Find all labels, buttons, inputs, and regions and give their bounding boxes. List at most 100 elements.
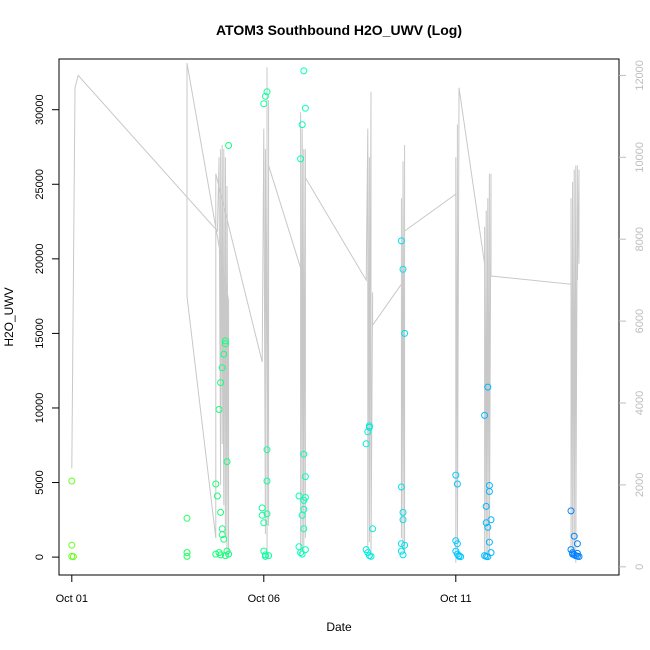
point-layer	[68, 67, 583, 561]
data-point	[567, 507, 575, 515]
data-point	[261, 92, 269, 100]
data-point	[263, 477, 271, 485]
data-point	[401, 541, 409, 549]
data-point	[487, 516, 495, 524]
data-point	[260, 100, 268, 108]
data-point	[485, 488, 493, 495]
data-point	[485, 538, 493, 546]
data-point	[399, 265, 407, 273]
data-point	[220, 350, 228, 358]
data-point	[220, 535, 228, 543]
data-point	[301, 104, 309, 112]
data-point	[484, 383, 492, 391]
data-point	[362, 440, 370, 448]
data-point	[218, 525, 226, 533]
data-point	[570, 532, 578, 540]
data-point	[301, 473, 309, 481]
data-point	[265, 552, 273, 560]
y2-tick-label: 6000	[634, 309, 646, 333]
data-point	[213, 492, 221, 500]
data-point	[260, 519, 268, 527]
data-point	[221, 340, 229, 348]
data-point	[397, 237, 405, 245]
y-tick-label: 15000	[34, 318, 46, 349]
data-point	[397, 540, 405, 548]
x-tick-label: Oct 01	[56, 593, 88, 605]
data-point	[367, 552, 375, 560]
data-point	[300, 450, 308, 458]
data-point	[399, 551, 407, 559]
data-point	[183, 552, 191, 560]
data-point	[457, 553, 465, 561]
data-point	[225, 142, 233, 149]
data-point	[218, 364, 226, 372]
data-point	[453, 540, 461, 548]
data-point	[263, 88, 271, 96]
data-point	[217, 508, 225, 516]
line-layer	[71, 63, 580, 563]
data-point	[300, 525, 308, 533]
data-point	[297, 155, 305, 163]
data-point	[258, 511, 266, 519]
y2-tick-label: 8000	[634, 227, 646, 251]
data-point	[298, 121, 306, 129]
data-point	[263, 510, 271, 518]
y2-tick-label: 12000	[634, 60, 646, 91]
chart-title: ATOM3 Southbound H2O_UWV (Log)	[216, 22, 462, 38]
data-point	[453, 480, 461, 488]
data-point	[365, 422, 373, 430]
data-point	[298, 550, 306, 558]
series-line	[71, 63, 580, 563]
data-point	[221, 337, 229, 345]
y2-axis: 0 2000 4000 6000 8000 10000 12000	[619, 60, 646, 570]
data-point	[221, 552, 229, 560]
y-tick-label: 25000	[34, 169, 46, 200]
data-point	[399, 516, 407, 524]
y2-tick-label: 2000	[634, 473, 646, 497]
data-point	[487, 549, 495, 557]
data-point	[298, 511, 306, 519]
data-point	[397, 547, 405, 555]
data-point	[397, 483, 405, 491]
data-point	[218, 531, 226, 539]
data-point	[401, 329, 409, 337]
data-point	[212, 550, 220, 558]
y-axis-label: H2O_UWV	[2, 287, 16, 346]
y-tick-label: 10000	[34, 393, 46, 424]
data-point	[258, 504, 266, 512]
y-axis: 0 5000 10000 15000 20000 25000 30000	[34, 94, 59, 560]
data-point	[263, 446, 271, 454]
data-point	[301, 494, 309, 501]
y-tick-label: 20000	[34, 244, 46, 275]
y2-tick-label: 0	[634, 564, 646, 570]
data-point	[573, 540, 581, 548]
data-point	[261, 552, 269, 560]
x-tick-label: Oct 11	[440, 593, 472, 605]
y2-tick-label: 4000	[634, 391, 646, 415]
data-point	[69, 553, 77, 561]
data-point	[300, 67, 308, 75]
x-axis: Oct 01 Oct 06 Oct 11	[56, 575, 472, 605]
y-tick-label: 5000	[34, 470, 46, 494]
data-point	[569, 550, 577, 558]
x-axis-label: Date	[326, 620, 352, 634]
plot-frame	[58, 58, 620, 576]
y-tick-label: 30000	[34, 94, 46, 125]
data-point	[573, 549, 581, 557]
data-point	[68, 541, 76, 549]
y2-tick-label: 10000	[634, 142, 646, 173]
data-point	[369, 525, 377, 533]
data-point	[215, 406, 223, 413]
data-point	[183, 514, 191, 522]
data-point	[295, 492, 303, 500]
data-point	[482, 502, 490, 510]
x-tick-label: Oct 06	[248, 593, 280, 605]
data-point	[452, 471, 460, 479]
data-point	[484, 523, 492, 531]
data-point	[217, 551, 225, 559]
data-point	[183, 549, 191, 557]
data-point	[223, 458, 231, 466]
data-point	[301, 546, 309, 554]
data-point	[225, 550, 233, 558]
